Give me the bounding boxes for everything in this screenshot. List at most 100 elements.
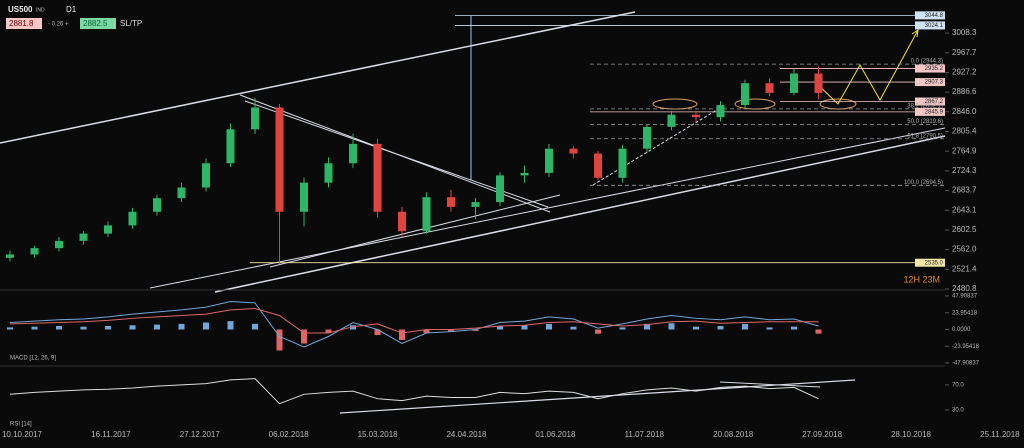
macd-histogram-bar [693,326,699,330]
x-tick-label: 20.08.2018 [713,430,754,439]
candle-body [398,211,406,232]
y-tick-label: 0.0000 [952,327,971,333]
candle-body [692,114,700,118]
buy-price[interactable]: 2882.5 [83,19,108,28]
x-tick-label: 27.09.2018 [802,430,843,439]
candle-body [275,107,284,212]
candle-body [30,248,39,255]
candle-body [79,233,88,241]
rsi-title: RSI [14] [10,422,32,428]
macd-histogram-bar [105,326,111,330]
macd-histogram-bar [766,327,773,330]
macd-histogram-bar [472,329,479,331]
level-label-box [915,258,945,267]
level-label-box [915,11,945,20]
macd-histogram-bar [276,329,283,351]
macd-histogram-bar [203,322,209,330]
signal-line [9,308,819,334]
spread: - 0.26 + [48,22,69,28]
macd-histogram-bar [301,329,307,344]
x-tick-label: 06.02.2018 [269,430,310,439]
y-tick-label: 2521.4 [952,264,977,273]
macd-histogram-bar [644,323,650,330]
sell-price[interactable]: 2881.8 [9,19,34,28]
macd-histogram-bar [595,329,601,334]
macd-histogram-bar [31,326,38,330]
y-tick-label: -23.95418 [952,344,980,350]
y-tick-label: 2886.6 [952,87,977,96]
candle-body [667,114,676,127]
candle-body [716,105,725,118]
macd-histogram-bar [227,321,234,330]
macd-histogram-bar [80,326,87,330]
candle-body [569,148,578,154]
y-tick-label: 2927.2 [952,68,977,77]
macd-histogram-bar [129,325,136,330]
candle-body [104,225,112,234]
level-label: 2867.2 [925,99,944,105]
x-tick-label: 10.10.2017 [2,430,43,439]
candle-body [545,148,553,173]
timeframe: D1 [66,5,77,14]
macd-histogram-bar [325,329,332,333]
x-tick-label: 28.10.2018 [891,430,932,439]
x-tick-label: 25.11.2018 [980,430,1020,439]
x-tick-label: 01.06.2018 [535,430,576,439]
candle-body [618,148,627,178]
macd-histogram-bar [399,329,405,340]
x-tick-label: 16.11.2017 [91,430,131,439]
macd-histogram-bar [668,323,675,330]
y-tick-label: 70.0 [952,382,964,388]
level-label: 2935.2 [925,66,944,72]
order-button[interactable]: SL/TP [120,19,142,28]
candle-body [226,129,235,164]
candle-body [790,73,798,93]
level-label: 3044.8 [925,13,944,19]
macd-histogram-bar [448,329,454,332]
candle-body [55,240,63,249]
level-label: 38.2 (2852.1) [907,103,943,109]
y-tick-label: 47.90837 [952,294,978,300]
candle-body [153,198,161,212]
candle-body [422,197,431,232]
macd-histogram-bar [521,325,528,330]
candle-body [765,83,774,93]
candle-body [520,172,529,176]
candle-body [496,175,504,203]
y-tick-label: 2602.5 [952,225,977,234]
macd-histogram-bar [546,323,552,330]
level-label-box [915,78,945,87]
candle-body [471,202,480,207]
candle-body [300,182,308,212]
x-tick-label: 15.03.2018 [358,430,399,439]
level-label: 61.8 (2790.5) [907,133,943,139]
candle-body [741,83,749,106]
x-tick-label: 27.12.2017 [180,430,221,439]
level-label: 2535.0 [925,260,944,266]
macd-histogram-bar [717,326,724,330]
macd-histogram-bar [178,323,185,330]
macd-title: MACD [12, 26, 9] [10,356,56,362]
macd-histogram-bar [423,329,430,333]
candle-body [251,107,259,130]
macd-histogram-bar [374,329,381,336]
y-tick-label: 2967.7 [952,48,977,57]
y-tick-label: 2805.4 [952,127,977,136]
candle-body [447,197,455,207]
buy-box[interactable] [80,18,116,29]
sell-box[interactable] [6,18,42,29]
x-tick-label: 24.04.2018 [446,430,487,439]
y-tick-label: 2683.7 [952,186,977,195]
level-label: 3024.1 [925,23,944,29]
candle-body [202,163,210,188]
candle-body [6,254,14,258]
market: IND [36,7,45,13]
macd-histogram-bar [497,326,503,330]
macd-histogram-bar [56,326,62,330]
level-label: 2907.3 [925,80,944,86]
countdown: 12H 23M [903,274,940,284]
macd-histogram-bar [154,324,160,330]
y-tick-label: 2846.0 [952,107,977,116]
